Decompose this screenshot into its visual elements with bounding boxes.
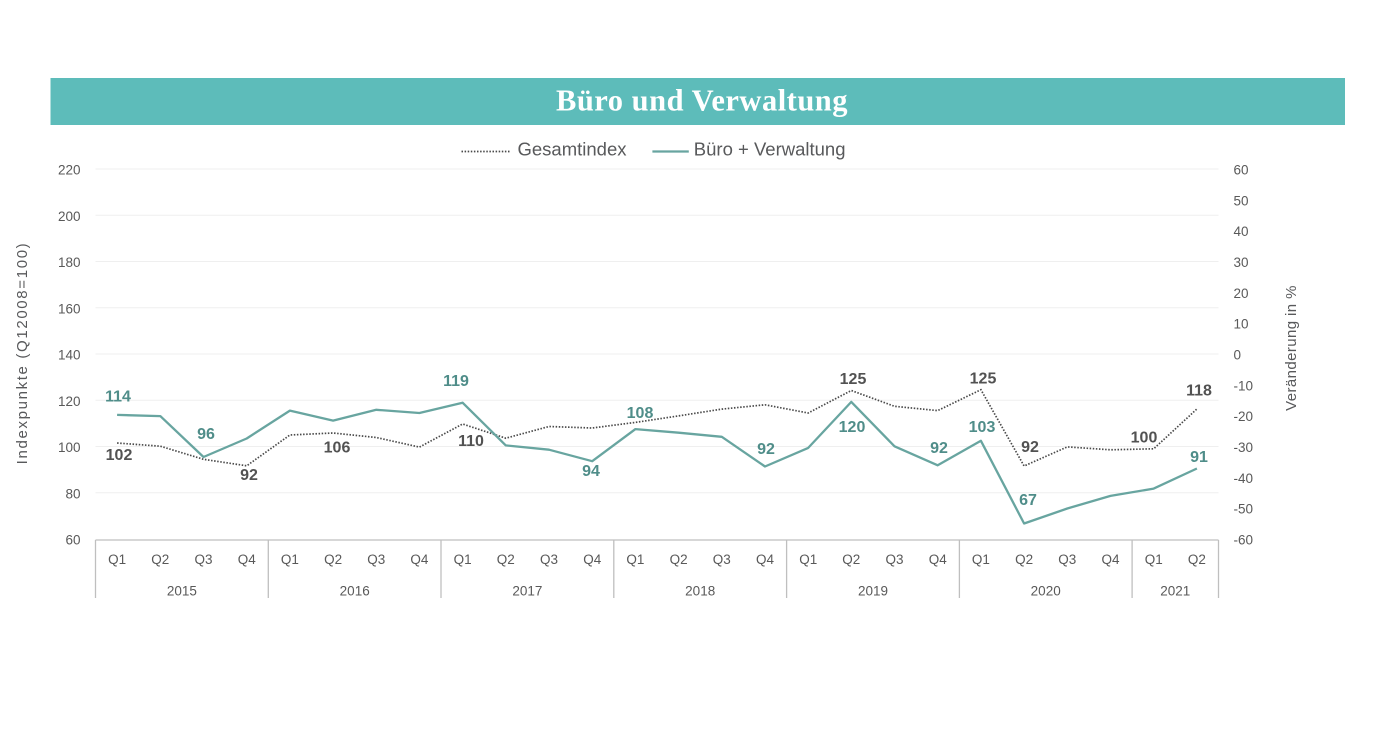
- svg-text:91: 91: [1190, 449, 1208, 466]
- svg-text:Büro und Verwaltung: Büro und Verwaltung: [556, 84, 848, 118]
- svg-text:Q4: Q4: [1101, 552, 1120, 567]
- svg-text:-30: -30: [1234, 440, 1254, 455]
- svg-text:10: 10: [1234, 317, 1249, 332]
- svg-text:Q2: Q2: [151, 552, 169, 567]
- svg-text:80: 80: [65, 486, 80, 501]
- svg-text:120: 120: [839, 419, 866, 436]
- svg-text:Q4: Q4: [410, 552, 429, 567]
- svg-text:Q4: Q4: [929, 552, 948, 567]
- svg-text:Q1: Q1: [799, 552, 817, 567]
- svg-text:Q2: Q2: [1188, 552, 1206, 567]
- svg-text:92: 92: [240, 467, 258, 484]
- svg-text:Veränderung in %: Veränderung in %: [1283, 285, 1300, 411]
- svg-text:50: 50: [1234, 193, 1249, 208]
- svg-text:119: 119: [443, 373, 469, 390]
- svg-text:100: 100: [1131, 430, 1158, 447]
- svg-text:2018: 2018: [685, 584, 715, 599]
- svg-text:120: 120: [58, 394, 81, 409]
- svg-text:106: 106: [324, 440, 351, 457]
- svg-text:Q2: Q2: [670, 552, 688, 567]
- svg-text:Q2: Q2: [842, 552, 860, 567]
- svg-text:Q4: Q4: [583, 552, 602, 567]
- svg-text:-60: -60: [1234, 533, 1254, 548]
- svg-text:30: 30: [1234, 255, 1249, 270]
- svg-text:60: 60: [1234, 163, 1249, 178]
- svg-text:-50: -50: [1234, 502, 1254, 517]
- svg-text:96: 96: [197, 426, 215, 443]
- svg-text:Q1: Q1: [626, 552, 644, 567]
- svg-text:Q3: Q3: [713, 552, 731, 567]
- svg-text:Q3: Q3: [194, 552, 212, 567]
- svg-text:Q1: Q1: [1145, 552, 1163, 567]
- svg-text:2016: 2016: [340, 584, 370, 599]
- svg-text:118: 118: [1186, 383, 1212, 400]
- svg-text:125: 125: [970, 371, 997, 388]
- svg-text:103: 103: [969, 419, 996, 436]
- svg-text:Q2: Q2: [1015, 552, 1033, 567]
- svg-text:108: 108: [627, 405, 654, 422]
- svg-text:Q3: Q3: [885, 552, 903, 567]
- svg-text:125: 125: [840, 371, 867, 388]
- svg-text:92: 92: [757, 441, 775, 458]
- svg-text:Q1: Q1: [972, 552, 990, 567]
- svg-text:Q2: Q2: [324, 552, 342, 567]
- svg-text:220: 220: [58, 163, 81, 178]
- svg-text:92: 92: [930, 440, 948, 457]
- svg-text:2017: 2017: [512, 584, 542, 599]
- svg-text:160: 160: [58, 301, 81, 316]
- svg-text:Q4: Q4: [238, 552, 257, 567]
- svg-text:Gesamtindex: Gesamtindex: [518, 139, 628, 160]
- svg-text:-20: -20: [1234, 409, 1254, 424]
- svg-text:180: 180: [58, 255, 81, 270]
- svg-text:Q3: Q3: [540, 552, 558, 567]
- svg-text:2015: 2015: [167, 584, 197, 599]
- svg-text:2020: 2020: [1031, 584, 1061, 599]
- svg-text:0: 0: [1234, 348, 1242, 363]
- svg-text:Q1: Q1: [454, 552, 472, 567]
- svg-text:200: 200: [58, 209, 81, 224]
- svg-text:114: 114: [105, 389, 131, 406]
- svg-text:Q1: Q1: [108, 552, 126, 567]
- svg-text:140: 140: [58, 348, 81, 363]
- svg-text:102: 102: [106, 447, 133, 464]
- svg-text:Q2: Q2: [497, 552, 515, 567]
- svg-text:100: 100: [58, 440, 81, 455]
- svg-text:60: 60: [65, 533, 80, 548]
- svg-text:Q3: Q3: [1058, 552, 1076, 567]
- svg-text:92: 92: [1021, 439, 1039, 456]
- svg-text:Q1: Q1: [281, 552, 299, 567]
- svg-text:2019: 2019: [858, 584, 888, 599]
- svg-text:Büro + Verwaltung: Büro + Verwaltung: [694, 139, 846, 160]
- svg-text:Q3: Q3: [367, 552, 385, 567]
- svg-text:94: 94: [582, 463, 600, 480]
- svg-text:110: 110: [458, 433, 484, 450]
- svg-text:-40: -40: [1234, 471, 1254, 486]
- svg-text:20: 20: [1234, 286, 1249, 301]
- svg-text:40: 40: [1234, 224, 1249, 239]
- svg-text:2021: 2021: [1160, 584, 1190, 599]
- svg-text:Indexpunkte (Q12008=100): Indexpunkte (Q12008=100): [14, 242, 31, 465]
- svg-text:Q4: Q4: [756, 552, 775, 567]
- svg-text:-10: -10: [1234, 378, 1254, 393]
- svg-text:67: 67: [1019, 492, 1037, 509]
